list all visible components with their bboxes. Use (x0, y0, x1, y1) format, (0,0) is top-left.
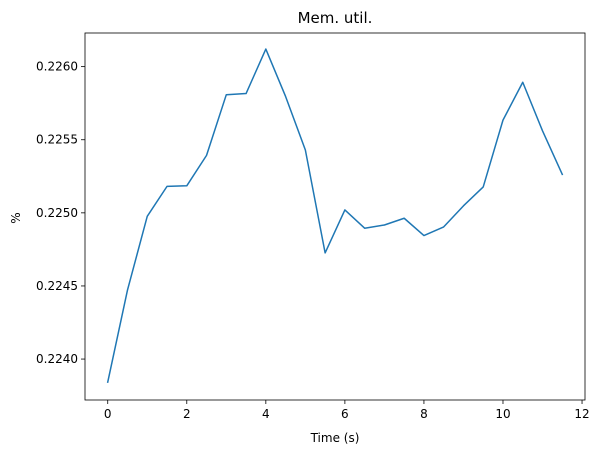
y-tick-label: 0.2255 (36, 133, 78, 147)
y-tick-label: 0.2250 (36, 206, 78, 220)
x-tick-label: 12 (574, 407, 589, 421)
x-tick-label: 6 (341, 407, 349, 421)
x-axis-label: Time (s) (310, 431, 360, 445)
plot-frame (84, 32, 586, 401)
y-tick-label: 0.2245 (36, 279, 78, 293)
x-tick-label: 4 (262, 407, 270, 421)
plot-area: 0 2 4 6 8 10 12 0.2240 0.2245 0.2250 0.2255 0.2260 (36, 32, 590, 421)
series-line (106, 48, 564, 384)
x-tick-label: 10 (495, 407, 510, 421)
y-tick-label: 0.2240 (36, 352, 78, 366)
x-tick-label: 2 (183, 407, 191, 421)
chart-title: Mem. util. (298, 9, 373, 27)
x-tick-label: 0 (104, 407, 112, 421)
x-tick-label: 8 (420, 407, 428, 421)
y-tick-label: 0.2260 (36, 60, 78, 74)
y-axis-label: % (9, 212, 23, 223)
